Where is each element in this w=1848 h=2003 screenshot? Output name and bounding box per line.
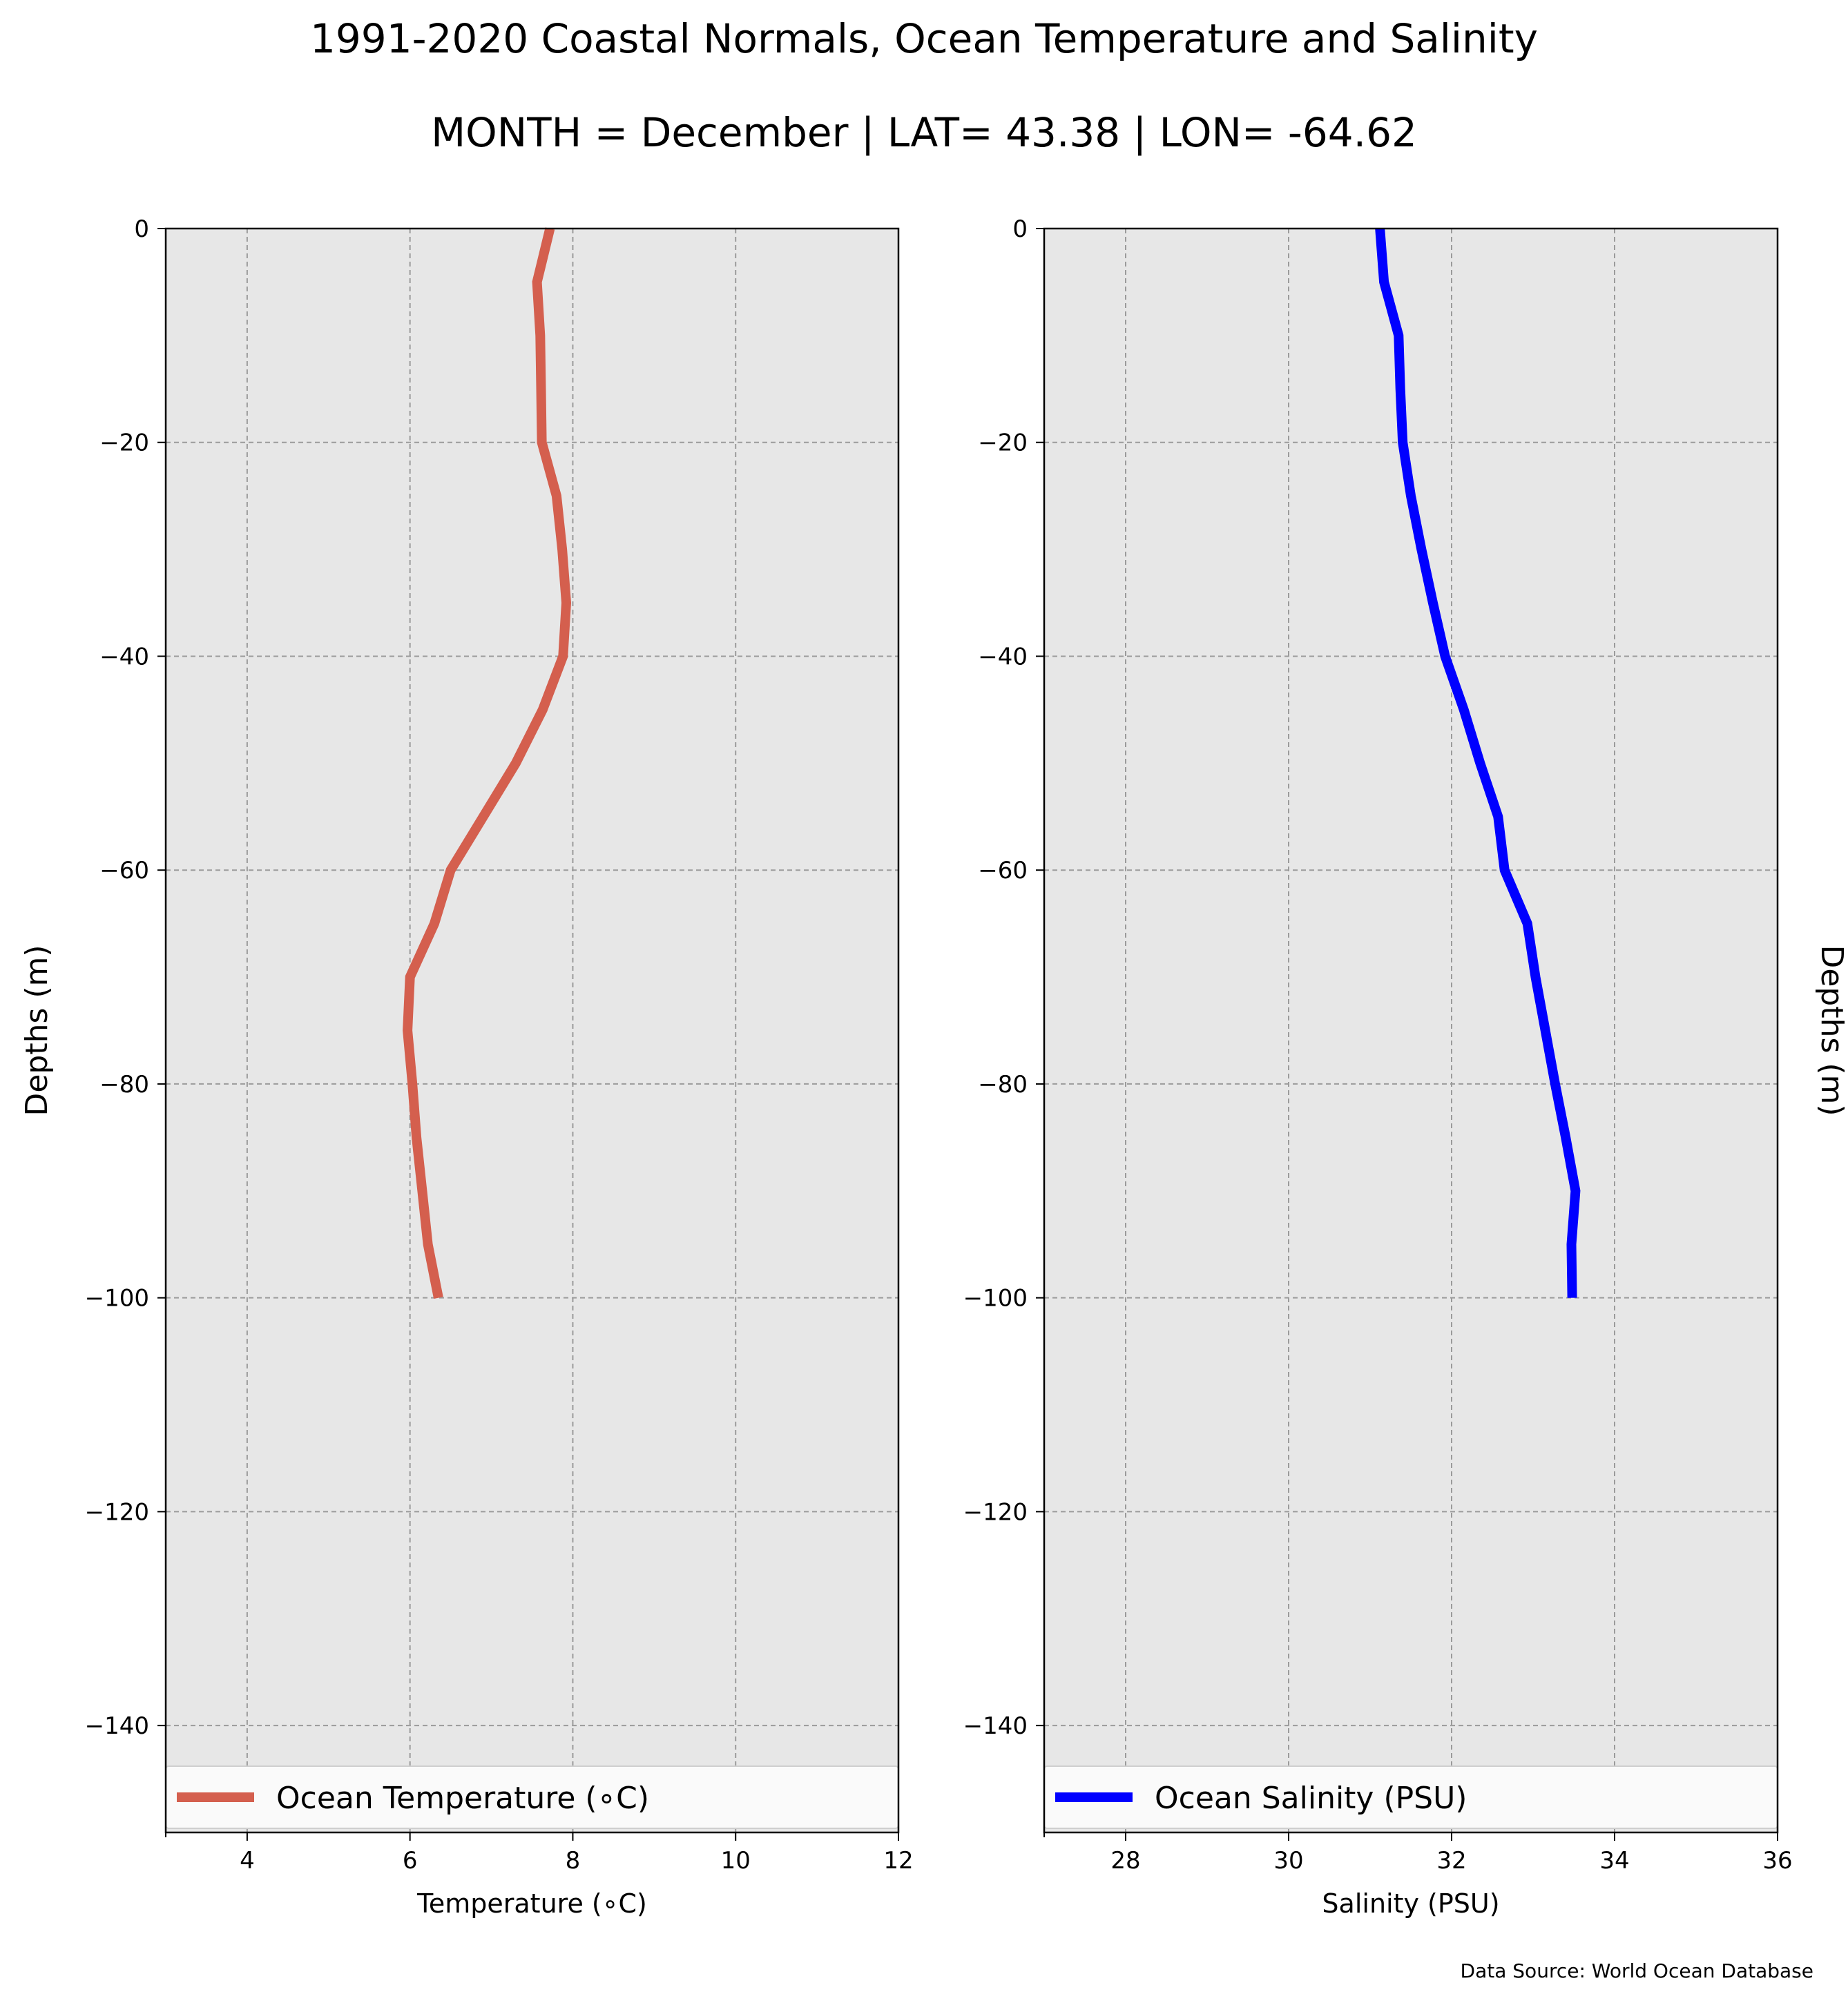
y-tick-label: 0 (134, 215, 149, 243)
x-tick-label: 10 (721, 1847, 751, 1875)
x-tick-label: 30 (1273, 1847, 1303, 1875)
y-tick-label: −100 (963, 1285, 1028, 1313)
x-axis-label: Salinity (PSU) (1322, 1888, 1499, 1919)
x-tick-label: 32 (1436, 1847, 1466, 1875)
y-tick-label: −140 (963, 1712, 1028, 1740)
y-tick-label: −120 (963, 1498, 1028, 1526)
x-tick-label: 34 (1599, 1847, 1629, 1875)
y-tick-label: −60 (978, 857, 1028, 884)
x-axis-label: Temperature (∘C) (416, 1888, 647, 1919)
x-tick-label: 8 (566, 1847, 581, 1875)
series-line-1 (1375, 228, 1581, 1298)
x-tick-label: 28 (1110, 1847, 1140, 1875)
y-tick-label: −100 (85, 1285, 149, 1313)
x-tick-label: 4 (240, 1847, 255, 1875)
y-tick-label: 0 (1012, 215, 1028, 243)
y-tick-label: −20 (99, 429, 149, 457)
y-tick-label: −80 (99, 1071, 149, 1099)
x-tick-label: 12 (883, 1847, 913, 1875)
chart-panel-1: Ocean Temperature (∘C) 4 6 8 10 12 0 −20 −40 −60 −… (19, 215, 914, 1919)
y-tick-label: −120 (85, 1498, 149, 1526)
y-tick-label: −60 (99, 857, 149, 884)
y-tick-label: −40 (978, 643, 1028, 670)
y-tick-label: −140 (85, 1712, 149, 1740)
y-tick-label: −80 (978, 1071, 1028, 1099)
chart-title: 1991-2020 Coastal Normals, Ocean Tempera… (310, 15, 1538, 62)
x-tick-label: 6 (403, 1847, 418, 1875)
y-axis-label: Depths (m) (1814, 945, 1848, 1116)
plot-background (166, 229, 898, 1832)
axes-frame (164, 227, 900, 1834)
chart-panel-2: Ocean Salinity (PSU) 28 30 32 34 36 0 −20 −40 −60… (963, 215, 1848, 1919)
series-line-1 (403, 227, 572, 1299)
y-tick-label: −20 (978, 429, 1028, 457)
y-tick-label: −40 (99, 643, 149, 670)
axes-frame (1043, 227, 1779, 1834)
data-source-note: Data Source: World Ocean Database (1460, 1960, 1813, 1982)
x-tick-label: 36 (1762, 1847, 1792, 1875)
chart-subtitle: MONTH = December | LAT= 43.38 | LON= -64… (431, 109, 1417, 156)
legend-label: Ocean Temperature (∘C) (276, 1781, 649, 1816)
legend-label: Ocean Salinity (PSU) (1155, 1781, 1467, 1816)
y-axis-label: Depths (m) (19, 945, 55, 1116)
